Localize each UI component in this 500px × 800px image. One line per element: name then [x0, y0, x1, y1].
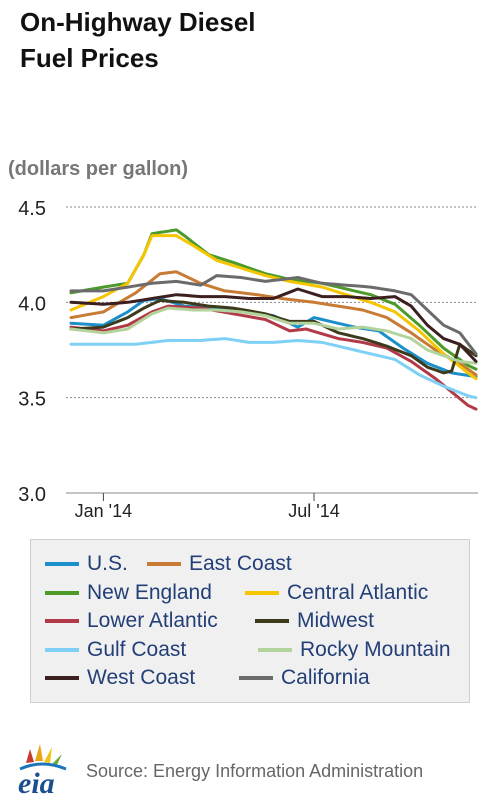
legend-swatch — [45, 647, 79, 652]
legend-swatch — [147, 562, 181, 566]
legend-swatch — [45, 676, 79, 680]
y-tick-label: 3.5 — [18, 389, 46, 411]
legend-swatch — [245, 590, 279, 595]
source-note: Source: Energy Information Administratio… — [86, 761, 424, 781]
logo-arc — [19, 762, 67, 771]
legend-label: Central Atlantic — [287, 580, 429, 604]
x-tick-label: Jul '14 — [288, 501, 339, 521]
series-line-west-coast — [69, 287, 478, 363]
legend-label: Rocky Mountain — [300, 637, 451, 661]
tick-layer: 3.0 3.5 4.0 4.5 Jan '14 Jul '14 — [18, 198, 340, 521]
legend-swatch — [258, 647, 292, 652]
chart-title: On-Highway Diesel Fuel Prices — [20, 4, 460, 76]
y-tick-label: 4.0 — [18, 293, 46, 315]
legend-item: Gulf Coast — [45, 638, 186, 662]
y-tick-label: 3.0 — [18, 484, 46, 506]
legend-label: Midwest — [297, 609, 375, 632]
series-line-california — [69, 274, 478, 356]
legend-item: East Coast — [147, 552, 292, 576]
legend-label: West Coast — [87, 666, 196, 689]
series-line-lower-atlantic — [69, 304, 478, 411]
legend-item: Rocky Mountain — [258, 638, 451, 662]
series-layer — [69, 228, 478, 411]
legend-swatch — [45, 619, 79, 623]
legend-label: New England — [87, 580, 212, 604]
eia-logo: eia — [18, 744, 67, 797]
x-tick-label: Jan '14 — [75, 501, 132, 521]
series-line-midwest — [69, 298, 478, 375]
legend-item: California — [239, 666, 370, 690]
legend-item: U.S. — [45, 552, 128, 576]
legend-swatch — [239, 676, 273, 680]
legend-item: Midwest — [255, 609, 374, 633]
legend-item: New England — [45, 581, 212, 605]
chart-legend: U.S. East Coast New England Central Atlanti… — [30, 539, 470, 703]
series-line-rocky-mountain — [69, 306, 478, 365]
logo-ray — [35, 744, 43, 761]
legend-item: Lower Atlantic — [45, 609, 218, 633]
logo-ray — [44, 747, 52, 763]
title-line-2: Fuel Prices — [20, 43, 159, 73]
legend-item: Central Atlantic — [245, 581, 428, 605]
legend-label: East Coast — [189, 552, 292, 575]
legend-swatch — [255, 619, 289, 623]
grid-layer — [66, 206, 478, 494]
y-axis-units: (dollars per gallon) — [8, 158, 189, 180]
legend-swatch — [45, 562, 79, 566]
series-line-central-atlantic — [69, 234, 478, 381]
legend-label: California — [281, 666, 370, 689]
y-tick-label: 4.5 — [18, 198, 46, 220]
logo-ray — [26, 749, 34, 763]
logo-text: eia — [18, 767, 55, 797]
legend-label: Lower Atlantic — [87, 609, 218, 632]
legend-label: Gulf Coast — [87, 637, 187, 661]
series-line-gulf-coast — [69, 337, 478, 400]
legend-label: U.S. — [87, 552, 128, 575]
legend-item: West Coast — [45, 666, 195, 690]
legend-swatch — [45, 590, 79, 595]
title-line-1: On-Highway Diesel — [20, 7, 256, 37]
